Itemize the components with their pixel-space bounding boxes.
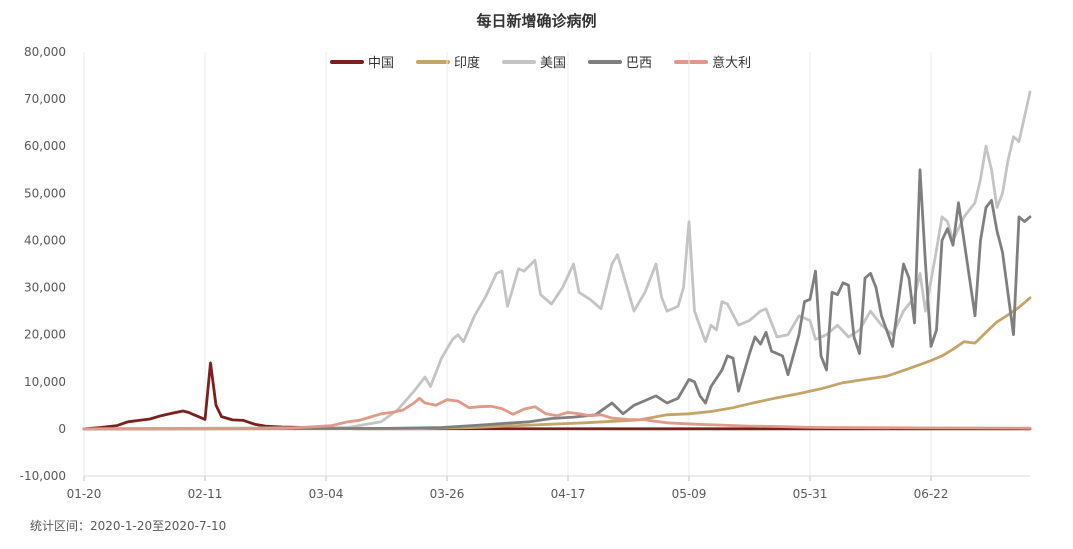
x-tick-label-2: 03-04 (309, 487, 344, 501)
x-tick-label-3: 03-26 (430, 487, 465, 501)
chart-title: 每日新增确诊病例 (476, 12, 597, 30)
legend-swatch-india (416, 59, 451, 64)
series-line-3 (82, 168, 1032, 431)
legend-swatch-usa (502, 59, 537, 64)
legend-label-italy: 意大利 (712, 56, 752, 71)
x-tick-label-7: 06-22 (914, 487, 949, 501)
y-tick-label-3: 20,000 (24, 328, 66, 342)
x-tick-label-0: 01-20 (67, 487, 102, 501)
legend-item-india[interactable]: 印度 (416, 52, 480, 71)
legend-item-brazil[interactable]: 巴西 (588, 52, 652, 71)
legend-label-brazil: 巴西 (626, 56, 653, 71)
x-tick-label-1: 02-11 (188, 487, 223, 501)
y-tick-label-9: 80,000 (24, 45, 66, 59)
legend-swatch-brazil (588, 59, 623, 64)
footnote-date-range: 统计区间：2020-1-20至2020-7-10 (30, 519, 227, 533)
legend-label-usa: 美国 (540, 56, 567, 71)
legend-item-china[interactable]: 中国 (330, 52, 394, 71)
y-tick-label-5: 40,000 (24, 233, 66, 247)
y-tick-label-6: 50,000 (24, 186, 66, 200)
y-tick-label-0: -10,000 (20, 469, 66, 483)
series-line-1 (82, 296, 1032, 431)
chart-legend: 中国 印度 美国 巴西 意大利 (330, 52, 773, 71)
legend-label-india: 印度 (454, 56, 481, 71)
legend-item-usa[interactable]: 美国 (502, 52, 566, 71)
y-tick-label-2: 10,000 (24, 375, 66, 389)
legend-swatch-china (330, 59, 364, 64)
y-tick-label-7: 60,000 (24, 139, 66, 153)
y-tick-label-4: 30,000 (24, 281, 66, 295)
x-tick-label-5: 05-09 (672, 487, 707, 501)
x-tick-label-4: 04-17 (551, 487, 586, 501)
series-line-4 (82, 396, 1032, 431)
y-tick-label-8: 70,000 (24, 92, 66, 106)
legend-swatch-italy (674, 59, 709, 64)
y-tick-label-1: 0 (58, 422, 66, 436)
x-tick-label-6: 05-31 (793, 487, 828, 501)
series-line-2 (82, 90, 1032, 431)
legend-item-italy[interactable]: 意大利 (674, 52, 751, 71)
legend-label-china: 中国 (368, 56, 395, 71)
